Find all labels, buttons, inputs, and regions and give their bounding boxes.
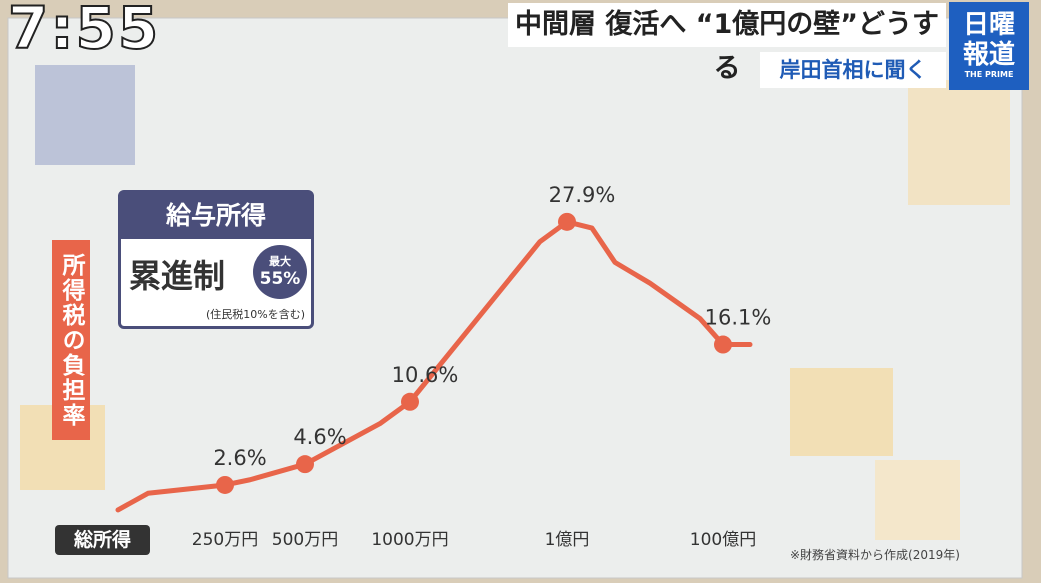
info-title: 給与所得	[121, 193, 311, 239]
data-point	[296, 455, 314, 474]
x-tick-label: 500万円	[272, 530, 338, 550]
data-label: 2.6%	[213, 446, 266, 470]
clock: 7:55	[7, 0, 161, 63]
data-label: 10.6%	[392, 363, 459, 387]
data-point	[216, 475, 234, 494]
subheadline: 岸田首相に聞く	[760, 52, 946, 88]
x-tick-label: 100億円	[690, 530, 756, 550]
sticky-note	[908, 80, 1010, 205]
source: ※財務省資料から作成(2019年)	[790, 548, 960, 562]
logo: 日曜報道 THE PRIME	[949, 2, 1029, 90]
badge-top: 最大	[269, 255, 291, 268]
data-point	[558, 212, 576, 231]
info-note: (住民税10%を含む)	[205, 308, 305, 321]
info-box: 給与所得 累進制 最大 55% (住民税10%を含む)	[118, 190, 314, 329]
data-label: 27.9%	[549, 183, 616, 207]
badge: 最大 55%	[253, 245, 307, 299]
sticky-note	[875, 460, 960, 540]
info-text: 累進制	[129, 257, 226, 295]
sticky-note	[35, 65, 135, 165]
logo-text: 日曜報道	[962, 10, 1015, 70]
y-axis-label: 所得税の負担率	[52, 240, 90, 440]
x-tick-label: 250万円	[192, 530, 258, 550]
x-tick-label: 1000万円	[371, 530, 448, 550]
data-point	[401, 392, 419, 411]
badge-value: 55%	[259, 269, 301, 289]
data-label: 16.1%	[705, 306, 772, 330]
x-axis-label: 総所得	[55, 525, 150, 555]
data-label: 4.6%	[293, 425, 346, 449]
data-point	[714, 335, 732, 354]
sticky-note	[790, 368, 893, 456]
headline: 中間層 復活へ “1億円の壁”どうする	[508, 3, 946, 84]
x-tick-label: 1億円	[545, 530, 590, 550]
logo-sub: THE PRIME	[964, 70, 1014, 79]
